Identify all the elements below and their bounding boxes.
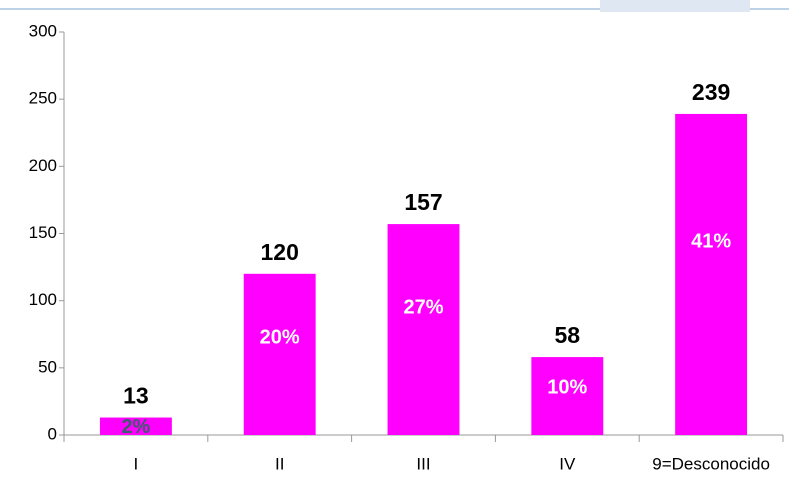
value-label: 13 <box>123 383 149 409</box>
x-tick-label: I <box>134 454 139 473</box>
percent-label: 41% <box>691 231 731 253</box>
page: {"chart_data": {"type": "bar", "categori… <box>0 0 789 478</box>
value-label: 239 <box>692 79 730 105</box>
percent-label: 10% <box>547 377 587 399</box>
header-image <box>600 0 750 12</box>
y-tick-label: 200 <box>29 156 57 175</box>
bar <box>675 114 747 435</box>
value-label: 157 <box>404 189 442 215</box>
percent-label: 20% <box>260 327 300 349</box>
x-tick-label: III <box>416 454 430 473</box>
chart: 0 50 100 150 200 250 300 I 13 2% II 120 20% III 157 27%… <box>0 0 789 478</box>
percent-label: 27% <box>403 297 443 319</box>
x-tick-label: IV <box>559 454 576 473</box>
y-tick-label: 100 <box>29 290 57 309</box>
percent-label: 2% <box>121 416 150 438</box>
value-label: 58 <box>555 322 581 348</box>
y-tick-label: 150 <box>29 223 57 242</box>
x-tick-label: II <box>275 454 284 473</box>
bar <box>388 224 460 435</box>
y-tick-label: 250 <box>29 89 57 108</box>
bar <box>244 274 316 435</box>
x-tick-label: 9=Desconocido <box>652 454 770 473</box>
y-tick-label: 300 <box>29 21 57 40</box>
value-label: 120 <box>261 239 299 265</box>
y-tick-label: 50 <box>38 357 57 376</box>
y-tick-label: 0 <box>48 424 57 443</box>
